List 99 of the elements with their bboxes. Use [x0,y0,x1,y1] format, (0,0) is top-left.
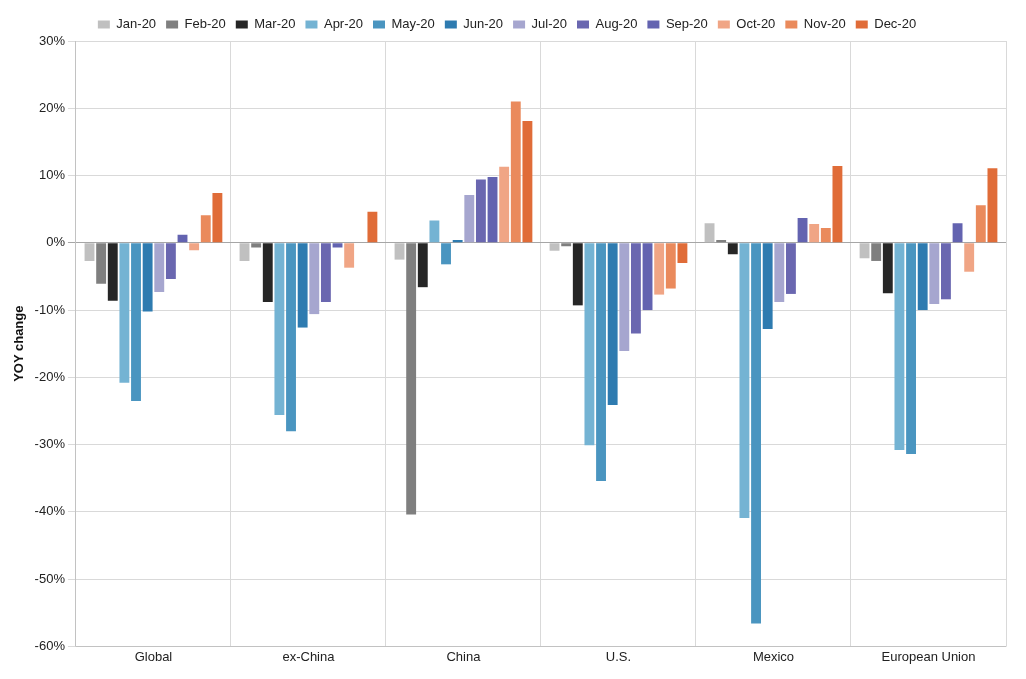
bar [630,243,641,334]
bar [154,243,165,292]
bar [882,243,893,294]
legend-label: Aug-20 [595,16,638,32]
bar [344,243,355,268]
bar [820,228,831,243]
bar [549,243,560,251]
bar [309,243,320,315]
x-tick-label: ex-China [282,648,336,664]
bar [394,243,405,260]
bar [475,179,486,243]
legend-label: Jun-20 [463,16,504,32]
bar [251,243,262,248]
bar [654,243,665,295]
bar [727,243,738,255]
bar [917,243,928,311]
bar [987,168,998,243]
bar [131,243,141,401]
bar [762,243,773,329]
bar [561,243,572,247]
bar [751,243,761,624]
bar [906,243,916,455]
bar [286,243,296,432]
bar [522,121,533,243]
x-tick-label: Global [134,648,173,664]
bar [809,223,820,243]
bar [332,243,343,248]
x-tick-label: U.S. [605,648,632,664]
bar [952,223,963,243]
x-tick-label: European Union [881,648,976,664]
bar [596,243,606,481]
legend-label: Feb-20 [184,16,226,32]
bar [274,243,285,415]
bar [774,243,785,302]
bar [406,243,417,515]
legend-label: Apr-20 [323,16,363,32]
bar [367,211,378,243]
legend-label: May-20 [391,16,435,32]
bar [797,217,808,243]
legend-label: Mar-20 [254,16,296,32]
y-tick-label: -30% [34,436,66,452]
legend-label: Dec-20 [874,16,917,32]
bar [929,243,940,305]
bar [107,243,118,301]
bar [871,243,882,261]
bar [619,243,630,352]
bar [499,166,510,243]
legend-label: Nov-20 [803,16,846,32]
bar [739,243,750,518]
y-tick-label: -40% [34,503,66,519]
bar [212,193,223,243]
bar [940,243,951,300]
bar [964,243,975,272]
bar [716,240,727,243]
bar [452,240,463,243]
bar [975,205,986,243]
bar [96,243,107,284]
bar [320,243,331,302]
bar [464,195,475,243]
x-tick-label: Mexico [752,648,795,664]
bar [572,243,583,306]
x-tick-label: China [446,648,482,664]
y-tick-label: 0% [46,234,66,250]
y-axis-title: YOY change [11,305,27,382]
y-tick-label: -60% [34,637,66,653]
bar [607,243,618,405]
bar [510,101,521,243]
bar [165,243,176,280]
bar [200,215,211,243]
y-tick-label: 30% [38,32,66,48]
y-tick-label: 10% [38,167,66,183]
bar [584,243,595,446]
legend-label: Jul-20 [531,16,567,32]
bar [704,223,715,243]
bar [297,243,308,328]
bar [859,243,870,259]
bar [677,243,688,263]
y-tick-label: -20% [34,368,66,384]
bar [894,243,905,450]
y-tick-label: 20% [38,99,66,115]
bar [441,243,451,265]
bar [487,176,498,243]
bar [84,243,95,261]
bar [142,243,153,312]
y-tick-label: -10% [34,301,66,317]
legend-label: Sep-20 [665,16,708,32]
bar [785,243,796,294]
bar [417,243,428,288]
legend-label: Jan-20 [116,16,157,32]
legend-label: Oct-20 [736,16,776,32]
bar [262,243,273,302]
bar [665,243,676,289]
y-tick-label: -50% [34,570,66,586]
bar [119,243,130,383]
bar [239,243,250,261]
bar [189,243,200,251]
bar [642,243,653,311]
bar [832,166,843,243]
bar [429,220,440,243]
